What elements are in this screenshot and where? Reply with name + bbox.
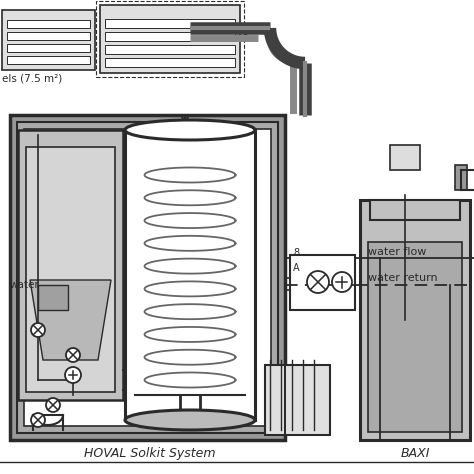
- Bar: [10, 115, 285, 440]
- Text: A: A: [293, 263, 300, 273]
- Polygon shape: [145, 236, 236, 251]
- Bar: [24, 129, 271, 426]
- Ellipse shape: [125, 410, 255, 430]
- Bar: [105, 58, 235, 67]
- Ellipse shape: [125, 120, 255, 140]
- Circle shape: [31, 323, 45, 337]
- Bar: [105, 45, 235, 54]
- Bar: [7, 56, 90, 64]
- Bar: [105, 32, 235, 41]
- Bar: [125, 130, 255, 420]
- Polygon shape: [145, 190, 236, 205]
- Circle shape: [332, 272, 352, 292]
- Text: 8: 8: [293, 248, 299, 258]
- Bar: [100, 5, 240, 73]
- Bar: [368, 242, 462, 432]
- Text: water return: water return: [368, 273, 438, 283]
- Text: water flow: water flow: [368, 247, 427, 257]
- Bar: [265, 365, 330, 435]
- Bar: [455, 165, 467, 190]
- Polygon shape: [145, 327, 236, 342]
- Text: water: water: [10, 280, 40, 290]
- Bar: [17, 122, 278, 433]
- Polygon shape: [30, 280, 111, 360]
- Circle shape: [65, 367, 81, 383]
- Circle shape: [307, 271, 329, 293]
- Bar: [7, 44, 90, 52]
- Circle shape: [46, 398, 60, 412]
- Text: BAXI: BAXI: [400, 447, 430, 460]
- Polygon shape: [145, 373, 236, 388]
- Bar: [390, 145, 420, 170]
- Bar: [105, 19, 235, 28]
- Circle shape: [195, 128, 205, 138]
- Bar: [7, 20, 90, 28]
- Polygon shape: [145, 282, 236, 296]
- Bar: [7, 32, 90, 40]
- Bar: [96, 1, 244, 77]
- Text: els (7.5 m²): els (7.5 m²): [2, 73, 62, 83]
- Text: HOVAL Solkit System: HOVAL Solkit System: [84, 447, 216, 460]
- Bar: [370, 200, 460, 220]
- Circle shape: [66, 348, 80, 362]
- Bar: [360, 200, 470, 440]
- Bar: [38, 285, 68, 310]
- Bar: [18, 130, 123, 400]
- Bar: [26, 147, 115, 392]
- Circle shape: [31, 413, 45, 427]
- Bar: [290, 255, 355, 310]
- Bar: [2, 10, 95, 70]
